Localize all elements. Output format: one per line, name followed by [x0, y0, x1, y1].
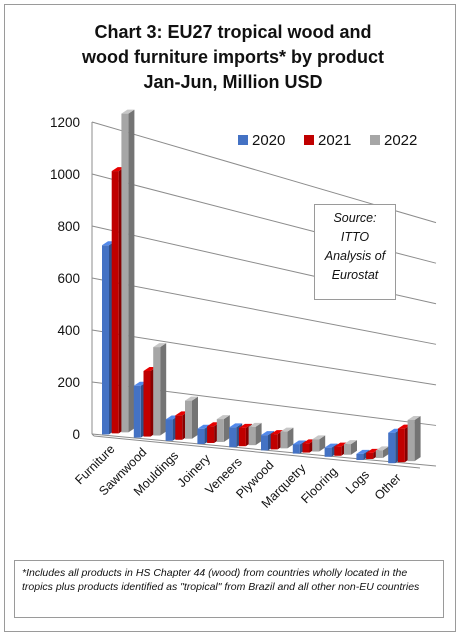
bar-2021-marquetry	[302, 443, 310, 453]
legend-label-2022: 2022	[384, 132, 417, 149]
bar-side	[223, 415, 230, 442]
bar-top	[375, 446, 389, 451]
bar-top	[153, 343, 167, 348]
bar-2021-veneers	[238, 427, 246, 447]
bar-top	[280, 427, 294, 432]
source-box: Source: ITTO Analysis of Eurostat	[314, 204, 396, 300]
bar-side	[287, 427, 294, 449]
chart-frame	[4, 4, 456, 632]
bar-top	[197, 424, 211, 429]
bar-top	[248, 422, 262, 427]
title-line-2: wood furniture imports* by product	[82, 47, 384, 67]
bar-2022-marquetry	[312, 439, 320, 452]
bar-side	[351, 440, 357, 455]
y-tick-label: 0	[72, 427, 80, 442]
bar-top	[312, 435, 326, 440]
legend-label-2021: 2021	[318, 132, 351, 149]
bar-2022-furniture	[121, 113, 129, 433]
bar-2021-plywood	[270, 434, 278, 450]
bar-top	[270, 430, 284, 435]
bar-2020-joinery	[197, 428, 205, 445]
bar-2022-logs	[375, 450, 383, 458]
legend-swatch-2021	[304, 135, 314, 145]
bar-2022-plywood	[280, 431, 288, 449]
bar-2020-furniture	[102, 245, 109, 435]
bar-side	[382, 446, 389, 458]
bar-side	[319, 435, 326, 452]
bar-top	[407, 415, 421, 420]
bar-2021-sawnwood	[143, 371, 151, 437]
bar-2020-marquetry	[292, 444, 300, 454]
bar-2022-veneers	[248, 426, 256, 446]
bar-top	[185, 396, 198, 401]
bar-top	[292, 440, 306, 445]
y-tick-label: 200	[57, 375, 80, 390]
bar-2020-flooring	[324, 447, 332, 457]
source-line-3: Analysis of	[324, 249, 386, 263]
bar-2020-plywood	[261, 435, 268, 451]
bar-top	[344, 440, 357, 445]
gridline	[91, 329, 437, 386]
footnote: *Includes all products in HS Chapter 44 …	[14, 560, 444, 618]
floor-edge	[91, 433, 95, 437]
y-tick-label: 600	[57, 271, 80, 286]
source-line-4: Eurostat	[331, 268, 379, 282]
x-tick-label: Other	[372, 471, 404, 503]
bar-side	[192, 396, 198, 439]
bar-2022-other	[407, 419, 415, 462]
bar-2022-joinery	[216, 419, 224, 442]
y-tick-label: 1200	[50, 115, 80, 130]
bar-top	[238, 423, 252, 428]
bar-2020-mouldings	[165, 419, 173, 441]
legend-label-2020: 2020	[252, 132, 285, 149]
bar-2020-veneers	[229, 427, 237, 448]
title-line-3: Jan-Jun, Million USD	[143, 72, 323, 92]
source-line-2: ITTO	[340, 230, 370, 244]
bar-top	[356, 449, 370, 454]
bar-2020-other	[388, 432, 396, 464]
y-tick-label: 400	[57, 323, 80, 338]
bar-2021-other	[397, 428, 405, 463]
bar-2021-mouldings	[175, 415, 183, 440]
bar-top	[334, 442, 348, 447]
bar-2022-sawnwood	[153, 347, 161, 436]
legend-swatch-2022	[370, 135, 380, 145]
x-tick-label: Logs	[343, 468, 372, 497]
bar-top	[216, 415, 230, 420]
bar-2020-logs	[356, 453, 364, 461]
bar-side	[128, 109, 135, 433]
bar-top	[121, 109, 135, 114]
gridline	[91, 277, 437, 345]
legend-swatch-2020	[238, 135, 248, 145]
x-axis-line	[93, 435, 421, 469]
bar-2022-mouldings	[185, 400, 192, 439]
bar-2021-furniture	[111, 171, 119, 434]
y-tick-label: 1000	[50, 167, 80, 182]
bar-top	[324, 443, 338, 448]
bar-side	[160, 343, 167, 436]
bar-side	[414, 415, 421, 462]
bar-2020-sawnwood	[133, 385, 141, 438]
bar-top	[229, 423, 243, 428]
bar-2021-flooring	[334, 446, 342, 456]
bar-2022-flooring	[344, 444, 351, 455]
chart-title: Chart 3: EU27 tropical wood and wood fur…	[0, 20, 466, 95]
bar-side	[255, 422, 262, 446]
source-line-1: Source:	[333, 211, 377, 225]
bar-top	[261, 431, 274, 436]
title-line-1: Chart 3: EU27 tropical wood and	[94, 22, 372, 42]
bar-top	[366, 448, 380, 453]
bar-2021-logs	[366, 452, 374, 459]
bar-2021-joinery	[207, 426, 215, 443]
y-tick-label: 800	[57, 219, 80, 234]
bar-chart: 020040060080010001200FurnitureSawnwoodMo…	[50, 109, 437, 511]
